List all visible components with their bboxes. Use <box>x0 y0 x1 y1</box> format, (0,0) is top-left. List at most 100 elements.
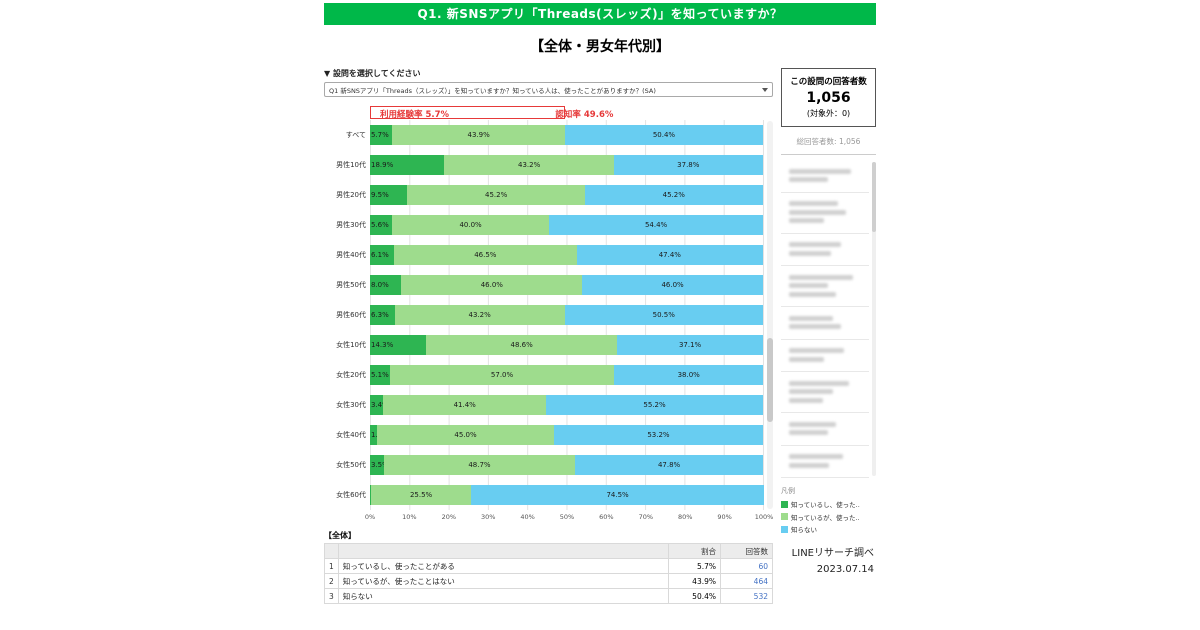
category-label: 女性60代 <box>336 491 366 499</box>
x-tick-label: 10% <box>402 513 417 521</box>
x-tick-label: 40% <box>520 513 535 521</box>
stacked-bar[interactable]: 1.8% 45.0% 53.2% <box>370 425 763 445</box>
bar-segment[interactable]: 25.5% <box>371 485 472 505</box>
blurred-block <box>781 160 869 193</box>
stacked-bar[interactable]: 5.6% 40.0% 54.4% <box>370 215 763 235</box>
chart-row: 男性30代 5.6% 40.0% 54.4% <box>336 210 763 240</box>
legend: 凡例 知っているし、使った.. 知っているが、使った.. 知らない <box>781 486 876 534</box>
bar-segment[interactable]: 50.5% <box>564 305 763 325</box>
col-number <box>324 543 339 559</box>
bar-segment[interactable]: 46.0% <box>401 275 583 295</box>
bar-value-label: 37.1% <box>678 341 702 349</box>
blurred-line <box>789 356 825 362</box>
bar-segment[interactable]: 53.2% <box>553 425 763 445</box>
bar-segment[interactable]: 46.0% <box>582 275 763 295</box>
bar-value-label: 40.0% <box>459 221 482 229</box>
legend-label: 知っているが、使った.. <box>791 513 860 522</box>
legend-swatch <box>781 500 788 508</box>
x-axis: 0% 10% 20% 30% 40% 50% 60% 70% 80% 90% 100% <box>365 512 773 525</box>
bar-value-label: 74.5% <box>606 491 629 499</box>
bar-segment[interactable]: 47.8% <box>575 455 763 475</box>
summary-table-title: 【全体】 <box>324 531 356 540</box>
panel-scrollbar[interactable] <box>872 162 876 476</box>
bar-segment[interactable]: 46.5% <box>393 245 577 265</box>
stacked-bar[interactable]: 9.5% 45.2% 45.2% <box>370 185 763 205</box>
bar-segment[interactable]: 50.4% <box>564 125 763 145</box>
chart-row: 男性20代 9.5% 45.2% 45.2% <box>336 180 763 210</box>
chart-row: 男性10代 18.9% 43.2% 37.8% <box>336 150 763 180</box>
bar-segment[interactable]: 1.8% <box>370 425 389 445</box>
legend-title: 凡例 <box>781 487 795 495</box>
bar-segment[interactable]: 43.2% <box>444 155 615 175</box>
chart-scrollbar-thumb[interactable] <box>767 338 773 423</box>
bar-segment[interactable]: 45.2% <box>407 185 585 205</box>
bar-segment[interactable]: 48.7% <box>383 455 576 475</box>
bar-value-label: 5.1% <box>371 371 389 379</box>
bar-segment[interactable]: 3.4% <box>370 395 389 415</box>
table-cell-ratio: 5.7% <box>668 558 721 574</box>
stacked-bar[interactable]: 5.1% 57.0% 38.0% <box>370 365 764 385</box>
bar-segment[interactable]: 6.1% <box>370 245 394 265</box>
bar-segment[interactable]: 41.4% <box>383 395 547 415</box>
bar-segment[interactable]: 5.7% <box>370 125 393 145</box>
stacked-bar[interactable]: 18.9% 43.2% 37.8% <box>370 155 763 175</box>
bar-segment[interactable]: 6.3% <box>370 305 395 325</box>
stacked-bar[interactable]: 3.5% 48.7% 47.8% <box>370 455 763 475</box>
table-cell-count: 464 <box>720 573 773 589</box>
bar-segment[interactable]: 38.0% <box>614 365 764 385</box>
blurred-line <box>789 274 853 280</box>
question-select-value: Q1 新SNSアプリ「Threads（スレッズ）」を知っていますか？知っている人… <box>329 86 656 95</box>
bar-segment[interactable]: 5.1% <box>370 365 391 385</box>
bar-segment[interactable]: 55.2% <box>546 395 763 415</box>
panel-scrollbar-thumb[interactable] <box>872 162 876 232</box>
blurred-line <box>789 250 831 256</box>
question-select[interactable]: Q1 新SNSアプリ「Threads（スレッズ）」を知っていますか？知っている人… <box>324 82 773 97</box>
table-cell-ratio: 50.4% <box>668 588 721 604</box>
category-label: 男性50代 <box>336 281 366 289</box>
stacked-bar[interactable]: 5.7% 43.9% 50.4% <box>370 125 763 145</box>
bar-segment[interactable]: 18.9% <box>370 155 445 175</box>
bar-value-label: 18.9% <box>371 161 394 169</box>
table-cell-lbl: 知らない <box>337 588 670 604</box>
category-label: 男性40代 <box>336 251 366 259</box>
bar-segment[interactable]: 37.8% <box>614 155 763 175</box>
bar-segment[interactable]: 54.4% <box>549 215 763 235</box>
bar-segment[interactable]: 40.0% <box>392 215 550 235</box>
summary-table-section: 【全体】 割合 回答数 1 知っているし、使ったことがある 5.7% 60 2 知っている… <box>324 530 773 604</box>
bar-segment[interactable]: 45.2% <box>584 185 763 205</box>
stacked-bar[interactable]: 6.3% 43.2% 50.5% <box>370 305 763 325</box>
legend-item: 知らない <box>781 524 876 534</box>
bar-segment[interactable]: 45.0% <box>377 425 554 445</box>
bar-segment[interactable]: 5.6% <box>370 215 392 235</box>
stacked-bar[interactable]: 8.0% 46.0% 46.0% <box>370 275 763 295</box>
bar-segment[interactable]: 74.5% <box>471 485 764 505</box>
bar-segment[interactable]: 3.5% <box>370 455 389 475</box>
stacked-bar[interactable]: 14.3% 48.6% 37.1% <box>370 335 763 355</box>
bar-segment[interactable]: 14.3% <box>370 335 427 355</box>
table-cell-lbl: 知っているが、使ったことはない <box>337 573 670 589</box>
bar-value-label: 48.7% <box>468 461 491 469</box>
bar-value-label: 38.0% <box>677 371 700 379</box>
bar-segment[interactable]: 43.9% <box>392 125 565 145</box>
table-cell-lbl: 知っているし、使ったことがある <box>337 558 670 574</box>
table-cell-ratio: 43.9% <box>668 573 721 589</box>
stacked-bar[interactable]: 6.1% 46.5% 47.4% <box>370 245 763 265</box>
bar-segment[interactable]: 48.6% <box>426 335 618 355</box>
legend-item: 知っているし、使った.. <box>781 499 876 509</box>
stacked-bar[interactable]: 3.4% 41.4% 55.2% <box>370 395 763 415</box>
table-row: 2 知っているが、使ったことはない 43.9% 464 <box>324 573 773 589</box>
stacked-bar[interactable]: 0.0%25.5%74.5% <box>370 485 764 505</box>
blurred-line <box>789 397 823 403</box>
bar-value-label: 43.2% <box>468 311 491 319</box>
bar-segment[interactable]: 57.0% <box>390 365 615 385</box>
bar-segment[interactable]: 43.2% <box>394 305 565 325</box>
bar-segment[interactable]: 37.1% <box>617 335 763 355</box>
respondents-title: この設問の回答者数 <box>790 77 867 87</box>
chevron-down-icon <box>762 87 768 92</box>
bar-segment[interactable]: 8.0% <box>370 275 402 295</box>
chart-scrollbar[interactable] <box>767 121 773 509</box>
bar-value-label: 37.8% <box>677 161 700 169</box>
bar-segment[interactable]: 9.5% <box>370 185 408 205</box>
bar-segment[interactable]: 47.4% <box>576 245 763 265</box>
blurred-block <box>781 446 869 478</box>
